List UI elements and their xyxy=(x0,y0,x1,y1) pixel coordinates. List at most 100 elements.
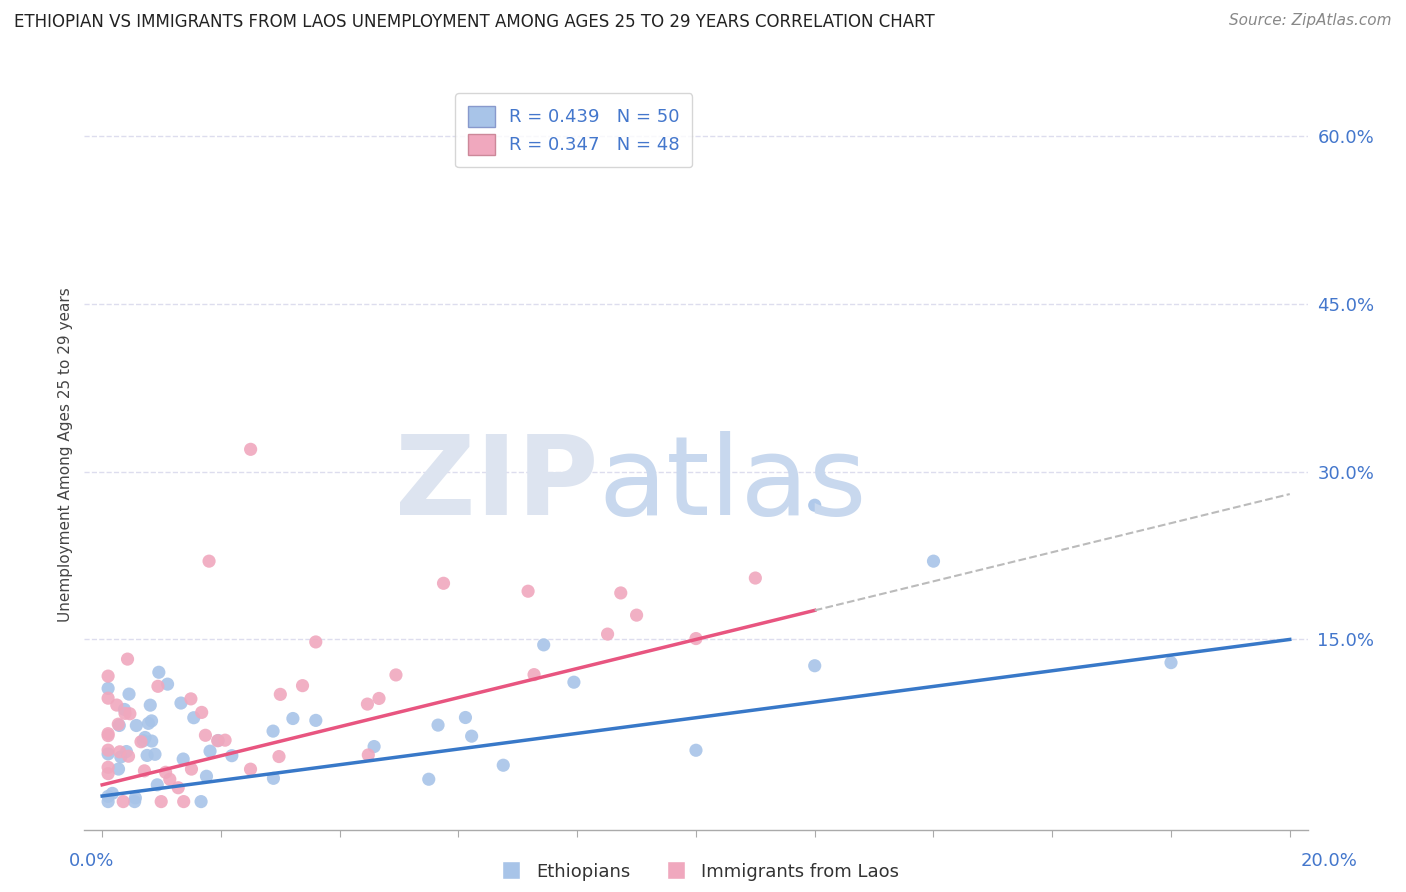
Point xyxy=(115,745,138,759)
Point xyxy=(97,681,120,696)
Point xyxy=(562,675,585,690)
Point xyxy=(134,731,156,745)
Point xyxy=(97,669,120,683)
Point xyxy=(262,724,284,739)
Point xyxy=(112,795,135,809)
Point xyxy=(207,733,229,747)
Point xyxy=(173,795,195,809)
Point xyxy=(125,718,148,732)
Point xyxy=(124,791,146,805)
Point xyxy=(146,778,169,792)
Point xyxy=(427,718,450,732)
Point xyxy=(239,442,262,457)
Point xyxy=(134,764,156,778)
Point xyxy=(108,745,131,759)
Point xyxy=(136,748,159,763)
Point xyxy=(460,729,482,743)
Text: ETHIOPIAN VS IMMIGRANTS FROM LAOS UNEMPLOYMENT AMONG AGES 25 TO 29 YEARS CORRELA: ETHIOPIAN VS IMMIGRANTS FROM LAOS UNEMPL… xyxy=(14,13,935,31)
Point xyxy=(190,795,212,809)
Text: Source: ZipAtlas.com: Source: ZipAtlas.com xyxy=(1229,13,1392,29)
Point xyxy=(97,795,120,809)
Point xyxy=(138,716,160,731)
Text: 20.0%: 20.0% xyxy=(1301,852,1357,870)
Point xyxy=(117,749,139,764)
Point xyxy=(150,795,173,809)
Point xyxy=(363,739,385,754)
Point xyxy=(1160,656,1182,670)
Point xyxy=(357,747,380,762)
Point xyxy=(744,571,766,585)
Point xyxy=(194,728,217,742)
Point xyxy=(418,772,440,787)
Point xyxy=(368,691,391,706)
Point xyxy=(803,498,825,512)
Point xyxy=(97,766,120,780)
Text: 0.0%: 0.0% xyxy=(69,852,114,870)
Point xyxy=(533,638,555,652)
Point xyxy=(207,733,229,747)
Point xyxy=(626,608,648,623)
Point xyxy=(922,554,945,568)
Point xyxy=(148,665,170,680)
Point xyxy=(454,710,477,724)
Point xyxy=(118,687,141,701)
Point xyxy=(281,712,304,726)
Point xyxy=(214,733,236,747)
Point xyxy=(291,679,314,693)
Legend: Ethiopians, Immigrants from Laos: Ethiopians, Immigrants from Laos xyxy=(485,855,907,888)
Point xyxy=(596,627,619,641)
Point xyxy=(101,786,124,800)
Point xyxy=(139,698,162,713)
Text: ZIP: ZIP xyxy=(395,432,598,539)
Point xyxy=(97,691,120,706)
Point xyxy=(305,714,328,728)
Point xyxy=(432,576,454,591)
Point xyxy=(141,714,163,728)
Point xyxy=(107,762,129,776)
Point xyxy=(269,687,291,701)
Point xyxy=(110,750,132,764)
Point xyxy=(141,734,163,748)
Point xyxy=(97,789,120,804)
Point xyxy=(167,780,190,795)
Point xyxy=(685,632,707,646)
Point xyxy=(262,772,284,786)
Point xyxy=(356,697,378,711)
Point xyxy=(129,735,152,749)
Point xyxy=(172,752,194,766)
Point xyxy=(107,717,129,731)
Point xyxy=(517,584,540,599)
Text: atlas: atlas xyxy=(598,432,866,539)
Point xyxy=(385,668,408,682)
Point xyxy=(159,772,181,787)
Point xyxy=(146,679,169,693)
Point xyxy=(117,652,139,666)
Point xyxy=(195,769,218,783)
Point xyxy=(97,747,120,761)
Y-axis label: Unemployment Among Ages 25 to 29 years: Unemployment Among Ages 25 to 29 years xyxy=(58,287,73,623)
Point xyxy=(183,711,205,725)
Point xyxy=(97,760,120,774)
Point xyxy=(180,691,202,706)
Point xyxy=(221,748,243,763)
Point xyxy=(305,635,328,649)
Point xyxy=(198,744,221,758)
Point xyxy=(114,706,136,721)
Point xyxy=(523,667,546,681)
Point xyxy=(105,698,128,712)
Point xyxy=(132,733,155,747)
Point xyxy=(97,743,120,757)
Point xyxy=(685,743,707,757)
Point xyxy=(143,747,166,762)
Point xyxy=(267,749,290,764)
Point xyxy=(124,795,146,809)
Point xyxy=(97,726,120,740)
Point xyxy=(198,554,221,568)
Point xyxy=(170,696,193,710)
Point xyxy=(155,765,177,780)
Point xyxy=(108,718,131,732)
Point xyxy=(610,586,633,600)
Point xyxy=(803,658,825,673)
Point xyxy=(492,758,515,772)
Point xyxy=(180,762,202,776)
